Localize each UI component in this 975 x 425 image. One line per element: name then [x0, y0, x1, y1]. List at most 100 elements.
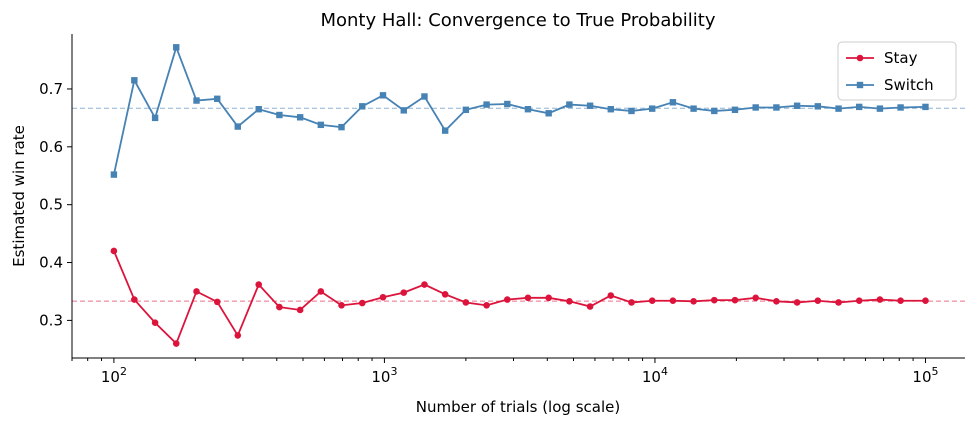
stay-point [131, 296, 138, 303]
switch-point [110, 171, 118, 178]
stay-point [710, 296, 718, 304]
stay-point [545, 294, 552, 302]
stay-point [462, 299, 470, 306]
stay-point [441, 291, 449, 298]
switch-point [359, 103, 366, 110]
y-axis-title: Estimated win rate [10, 125, 28, 267]
chart-title: Monty Hall: Convergence to True Probabil… [320, 10, 715, 31]
stay-point [814, 297, 822, 305]
stay-point [566, 298, 573, 305]
stay-point [793, 299, 801, 306]
switch-point [711, 107, 718, 115]
plot-area: 0.3 0.4 0.5 0.6 0.7 102 103 104 105 [39, 34, 965, 386]
switch-point [421, 93, 428, 100]
switch-point [773, 104, 780, 111]
stay-point [213, 298, 221, 306]
legend-stay-label: Stay [884, 49, 918, 67]
switch-point [545, 110, 552, 117]
stay-point [752, 294, 759, 302]
legend: Stay Switch [837, 41, 957, 101]
switch-series-line [113, 44, 926, 175]
stay-point [628, 299, 635, 306]
switch-point [504, 100, 511, 108]
stay-point [296, 306, 304, 314]
x-tick-label: 103 [371, 365, 397, 386]
switch-point [897, 104, 904, 111]
x-tick-label: 102 [101, 365, 127, 386]
switch-point [462, 106, 470, 113]
x-tick-label: 105 [912, 365, 938, 386]
switch-point [566, 101, 573, 108]
stay-series-line [113, 250, 926, 346]
y-tick-label: 0.7 [39, 80, 63, 98]
stay-point [276, 303, 283, 311]
stay-point [835, 299, 842, 306]
switch-point [214, 95, 221, 102]
stay-point [607, 292, 615, 299]
switch-point [193, 97, 200, 104]
switch-point [856, 103, 863, 111]
switch-point [296, 114, 304, 121]
switch-point [276, 111, 283, 119]
stay-point [255, 281, 263, 288]
stay-point [922, 297, 929, 305]
stay-point [773, 298, 780, 305]
y-tick-label: 0.4 [39, 254, 63, 272]
legend-stay-marker [856, 54, 864, 62]
stay-point [731, 296, 739, 304]
switch-point [338, 123, 345, 131]
stay-point [876, 296, 884, 303]
stay-point [400, 289, 408, 296]
switch-point [793, 102, 801, 109]
switch-point [814, 103, 822, 110]
stay-point [379, 293, 387, 301]
legend-switch-label: Switch [884, 76, 934, 94]
stay-point [110, 247, 118, 255]
switch-point [131, 77, 138, 84]
legend-switch-marker [856, 81, 864, 89]
stay-point [483, 302, 490, 309]
switch-point [690, 105, 697, 112]
switch-point [731, 106, 739, 113]
stay-point [504, 296, 511, 303]
stay-point [648, 297, 656, 305]
x-axis-title: Number of trials (log scale) [416, 398, 620, 416]
switch-point [669, 99, 677, 106]
stay-point [421, 281, 428, 288]
switch-point [586, 102, 594, 109]
switch-point [400, 107, 407, 114]
stay-point [669, 297, 677, 305]
stay-point [193, 288, 200, 295]
switch-point [607, 106, 614, 113]
switch-point [876, 105, 884, 112]
stay-point [586, 303, 594, 310]
x-tick-label: 104 [642, 365, 668, 386]
stay-point [151, 319, 159, 327]
switch-point [628, 107, 635, 115]
switch-point [483, 101, 490, 108]
stay-point [338, 302, 345, 309]
switch-point [649, 105, 656, 112]
stay-point [690, 298, 697, 305]
y-tick-label: 0.6 [39, 138, 63, 156]
stay-point [234, 332, 242, 339]
switch-point [922, 103, 929, 111]
stay-point [897, 297, 904, 305]
switch-point [835, 105, 842, 112]
y-tick-label: 0.3 [39, 311, 63, 329]
stay-point [317, 288, 325, 295]
stay-point [358, 299, 366, 307]
switch-point [524, 106, 532, 113]
switch-point [234, 123, 241, 130]
switch-point [379, 92, 387, 99]
stay-point [172, 340, 180, 347]
switch-point [173, 44, 180, 51]
switch-point [151, 114, 159, 122]
switch-point [441, 127, 449, 134]
stay-point [855, 297, 863, 305]
y-tick-label: 0.5 [39, 196, 63, 214]
switch-point [752, 104, 759, 111]
switch-point [255, 106, 262, 113]
switch-point [317, 121, 325, 129]
